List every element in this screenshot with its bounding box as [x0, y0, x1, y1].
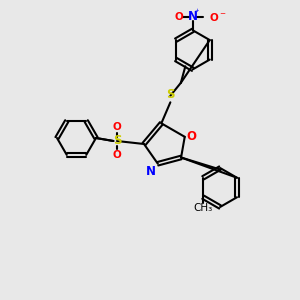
Text: S: S	[113, 134, 121, 148]
Text: O: O	[186, 130, 196, 143]
Text: $^+$: $^+$	[193, 8, 200, 17]
Text: N: N	[188, 10, 198, 23]
Text: O: O	[112, 149, 122, 160]
Text: N: N	[146, 165, 156, 178]
Text: O$^-$: O$^-$	[209, 11, 227, 23]
Text: S: S	[166, 88, 175, 101]
Text: O: O	[112, 122, 122, 133]
Text: CH₃: CH₃	[194, 203, 213, 213]
Text: O: O	[175, 12, 184, 22]
